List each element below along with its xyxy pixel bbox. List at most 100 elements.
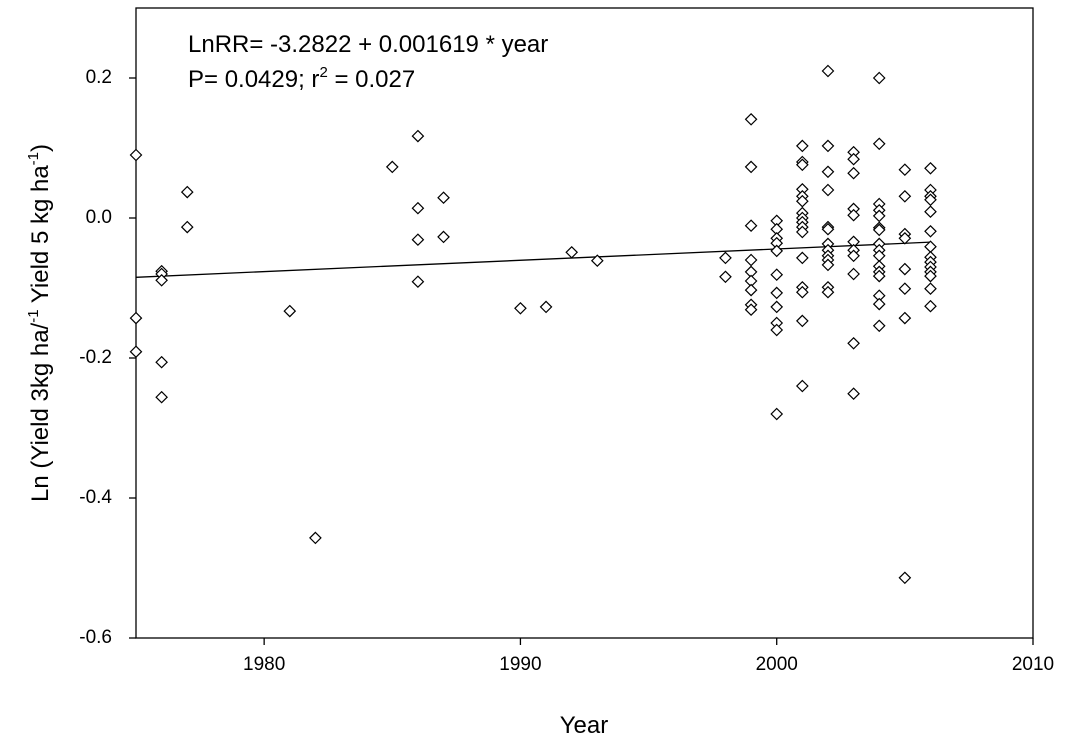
point bbox=[514, 301, 527, 315]
point bbox=[744, 112, 758, 126]
text-part: Yield 5 kg ha bbox=[27, 165, 54, 310]
point bbox=[744, 253, 758, 267]
point bbox=[180, 185, 194, 199]
point bbox=[821, 165, 835, 179]
text-part: P= 0.0429; r bbox=[188, 66, 319, 93]
point bbox=[155, 273, 168, 287]
point bbox=[283, 304, 297, 318]
point bbox=[924, 299, 937, 313]
point bbox=[924, 193, 937, 207]
y-tick-label: -0.2 bbox=[79, 347, 112, 368]
annotation-line: LnRR= -3.2822 + 0.001619 * year bbox=[188, 31, 548, 58]
point bbox=[821, 222, 835, 236]
point bbox=[847, 267, 860, 281]
point bbox=[847, 208, 860, 222]
point bbox=[872, 209, 886, 223]
text-part: ) bbox=[27, 144, 54, 152]
point bbox=[795, 194, 809, 208]
point bbox=[924, 205, 937, 219]
superscript: 2 bbox=[319, 64, 327, 81]
x-tick-label: 2000 bbox=[756, 654, 798, 675]
point bbox=[129, 345, 143, 359]
point bbox=[795, 379, 809, 393]
point bbox=[872, 319, 886, 333]
point bbox=[898, 163, 912, 177]
point bbox=[924, 224, 937, 238]
point bbox=[821, 285, 835, 299]
point bbox=[155, 390, 168, 404]
point bbox=[385, 160, 399, 174]
point bbox=[795, 139, 809, 153]
superscript: -1 bbox=[25, 152, 42, 165]
point bbox=[821, 183, 835, 197]
text-part: Ln (Yield 3kg ha/ bbox=[27, 322, 54, 502]
text-part: = 0.027 bbox=[328, 66, 415, 93]
point bbox=[898, 311, 912, 325]
plot-frame bbox=[135, 7, 1034, 639]
point bbox=[770, 286, 784, 300]
point bbox=[872, 137, 886, 151]
point bbox=[590, 254, 604, 268]
trend-line bbox=[135, 241, 931, 278]
point bbox=[744, 219, 758, 233]
y-tick-label: -0.4 bbox=[79, 487, 112, 508]
point bbox=[770, 407, 784, 421]
point bbox=[795, 158, 809, 172]
point bbox=[795, 314, 809, 328]
point bbox=[795, 225, 809, 239]
point bbox=[411, 201, 425, 215]
point bbox=[437, 191, 450, 205]
point bbox=[770, 323, 784, 337]
point bbox=[847, 152, 860, 166]
point bbox=[744, 160, 758, 174]
y-tick-label: 0.0 bbox=[86, 207, 112, 228]
point bbox=[744, 283, 758, 297]
point bbox=[129, 148, 143, 162]
point bbox=[795, 251, 809, 265]
point bbox=[924, 282, 937, 296]
point bbox=[872, 269, 886, 283]
point bbox=[411, 233, 425, 247]
point bbox=[898, 189, 912, 203]
annotation-line: P= 0.0429; r2 = 0.027 bbox=[188, 64, 415, 93]
y-axis-label: Ln (Yield 3kg ha/-1 Yield 5 kg ha-1) bbox=[25, 144, 54, 502]
point bbox=[155, 355, 168, 369]
point bbox=[898, 262, 912, 276]
point bbox=[847, 387, 860, 401]
point bbox=[770, 244, 784, 258]
point bbox=[847, 166, 860, 180]
point bbox=[847, 336, 860, 350]
x-axis-label: Year bbox=[560, 712, 609, 739]
point bbox=[872, 297, 886, 311]
point bbox=[872, 71, 886, 85]
point bbox=[411, 129, 425, 143]
point bbox=[129, 311, 143, 325]
point bbox=[872, 223, 886, 237]
annotation: LnRR= -3.2822 + 0.001619 * year P= 0.0429… bbox=[188, 31, 548, 93]
x-tick-label: 1980 bbox=[243, 654, 285, 675]
text-part: LnRR= -3.2822 + 0.001619 * year bbox=[188, 31, 548, 58]
point bbox=[898, 282, 912, 296]
y-tick-label: 0.2 bbox=[86, 67, 112, 88]
y-tick-label: -0.6 bbox=[79, 627, 112, 648]
x-tick-label: 2010 bbox=[1012, 654, 1054, 675]
point bbox=[924, 269, 937, 283]
point bbox=[898, 231, 912, 245]
point bbox=[821, 258, 835, 272]
point bbox=[898, 571, 912, 585]
point bbox=[437, 230, 450, 244]
point bbox=[821, 64, 835, 78]
point bbox=[719, 270, 732, 284]
point bbox=[180, 220, 194, 234]
point bbox=[539, 300, 553, 314]
point bbox=[924, 161, 937, 175]
point bbox=[847, 249, 860, 263]
point bbox=[565, 245, 579, 259]
superscript: -1 bbox=[25, 309, 42, 322]
point bbox=[821, 139, 835, 153]
point bbox=[744, 303, 758, 317]
point bbox=[411, 275, 425, 289]
point bbox=[795, 285, 809, 299]
point bbox=[309, 531, 322, 545]
